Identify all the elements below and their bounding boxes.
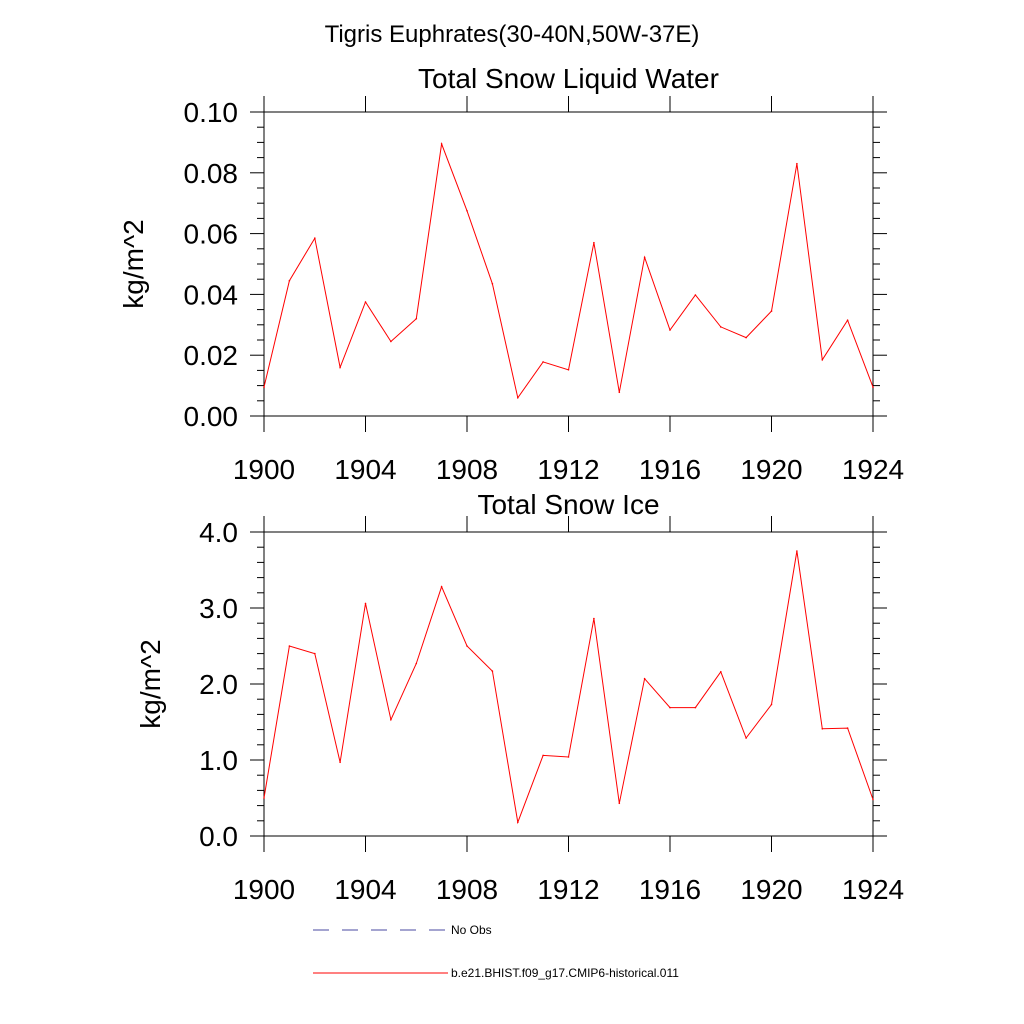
x-tick-label: 1900 (233, 454, 295, 485)
x-tick-label: 1908 (436, 874, 498, 905)
panel-title: Total Snow Ice (477, 489, 659, 520)
data-point (643, 677, 646, 680)
y-tick-label: 0.06 (184, 219, 239, 250)
data-point (542, 754, 544, 757)
data-point (770, 703, 773, 706)
data-point (821, 728, 824, 730)
y-tick-label: 4.0 (199, 517, 238, 548)
series-line (263, 141, 874, 400)
data-point (720, 326, 722, 328)
data-point (517, 397, 519, 399)
y-tick-label: 0.10 (184, 97, 239, 128)
data-point (466, 645, 468, 647)
data-point (491, 670, 494, 672)
legend: No Obs b.e21.BHIST.f09_g17.CMIP6-histori… (313, 923, 679, 980)
series-line (263, 550, 874, 825)
data-point (364, 602, 367, 605)
data-point (669, 706, 671, 709)
x-tick-label: 1904 (334, 454, 396, 485)
x-tick-label: 1924 (842, 874, 904, 905)
y-tick-label: 0.00 (184, 401, 239, 432)
y-tick-label: 1.0 (199, 745, 238, 776)
data-point (872, 386, 874, 388)
x-tick-label: 1912 (537, 874, 599, 905)
x-tick-label: 1900 (233, 874, 295, 905)
x-tick-label: 1908 (436, 454, 498, 485)
data-point (440, 143, 443, 145)
x-tick-label: 1920 (740, 874, 802, 905)
y-axis-label: kg/m^2 (135, 639, 166, 728)
figure-title: Tigris Euphrates(30-40N,50W-37E) (325, 21, 700, 48)
data-point (263, 797, 265, 799)
data-point (491, 283, 494, 285)
data-point (415, 317, 418, 320)
data-point (618, 391, 621, 394)
data-point (314, 652, 316, 655)
legend-obs-label: No Obs (451, 923, 492, 937)
y-tick-label: 2.0 (199, 669, 238, 700)
x-tick-label: 1904 (334, 874, 396, 905)
y-tick-label: 0.02 (184, 340, 239, 371)
x-tick-label: 1916 (639, 874, 701, 905)
panel-title: Total Snow Liquid Water (418, 63, 719, 94)
data-point (288, 279, 291, 282)
data-point (745, 737, 747, 739)
data-point (339, 366, 341, 369)
x-tick-label: 1920 (740, 454, 802, 485)
data-point (720, 671, 722, 673)
data-point (440, 585, 443, 588)
data-point (694, 294, 697, 296)
data-point (618, 802, 621, 805)
data-point (770, 310, 773, 312)
x-tick-label: 1916 (639, 454, 701, 485)
data-point (542, 361, 544, 363)
x-tick-label: 1924 (842, 454, 904, 485)
data-point (567, 756, 570, 758)
panel-snow-liquid-water: Total Snow Liquid Water 0.00 0.02 0.04 0.06 0… (118, 63, 904, 485)
data-point (593, 617, 595, 620)
data-point (415, 662, 418, 665)
data-point (517, 821, 519, 824)
data-point (846, 319, 849, 322)
legend-model-label: b.e21.BHIST.f09_g17.CMIP6-historical.011 (451, 966, 679, 980)
y-tick-label: 0.0 (199, 821, 238, 852)
data-point (694, 706, 697, 709)
data-point (288, 645, 291, 647)
data-point (567, 369, 570, 371)
data-point (390, 718, 392, 721)
data-point (390, 340, 392, 343)
data-point (593, 241, 595, 244)
data-point (821, 359, 824, 361)
data-point (364, 301, 367, 303)
data-point (796, 550, 798, 552)
x-tick-label: 1912 (537, 454, 599, 485)
data-point (745, 336, 747, 339)
data-point (263, 386, 265, 388)
data-point (314, 237, 316, 239)
data-point (872, 798, 874, 801)
data-point (846, 727, 849, 729)
y-tick-label: 0.04 (184, 279, 239, 310)
data-point (466, 210, 468, 212)
y-tick-label: 3.0 (199, 593, 238, 624)
data-point (669, 329, 671, 331)
data-point (796, 162, 798, 165)
data-point (643, 256, 646, 259)
panel-snow-ice: Total Snow Ice 0.0 1.0 2.0 3.0 4.0 1900 1904 190… (135, 489, 904, 905)
y-tick-label: 0.08 (184, 158, 239, 189)
y-axis-label: kg/m^2 (118, 219, 149, 308)
data-point (339, 761, 341, 764)
plot-frame (263, 531, 874, 837)
